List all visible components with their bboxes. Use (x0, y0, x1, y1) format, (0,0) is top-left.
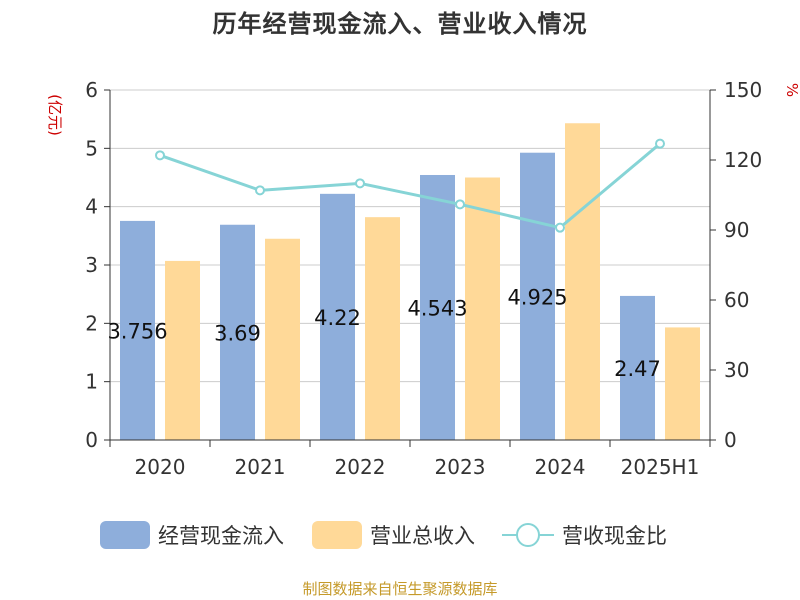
bar-revenue (565, 123, 600, 440)
ratio-point (255, 185, 265, 196)
bar-revenue (165, 260, 200, 440)
bar-revenue (465, 177, 500, 440)
right-tick-label: 60 (724, 288, 749, 312)
left-tick-label: 0 (85, 428, 98, 452)
x-tick-label: 2025H1 (621, 455, 700, 479)
right-tick-label: 30 (724, 358, 749, 382)
x-tick-label: 2023 (435, 455, 486, 479)
data-label: 4.925 (507, 285, 567, 309)
bars (120, 123, 700, 441)
bar-revenue (665, 327, 700, 440)
right-tick-label: 150 (724, 78, 762, 102)
left-tick-label: 4 (85, 195, 98, 219)
right-tick-label: 90 (724, 218, 749, 242)
ratio-point (555, 222, 565, 233)
legend-label: 营业总收入 (370, 524, 475, 548)
x-tick-label: 2020 (135, 455, 186, 479)
bar-cash-inflow (320, 193, 355, 440)
ratio-line (155, 138, 665, 233)
x-tick-label: 2024 (535, 455, 586, 479)
bar-revenue (365, 217, 400, 440)
data-label: 4.543 (407, 296, 467, 320)
data-labels: 3.756 3.69 4.22 4.543 4.925 2.47 (107, 285, 660, 381)
data-label: 2.47 (614, 357, 661, 381)
legend-label: 营收现金比 (562, 524, 667, 548)
left-tick-label: 5 (85, 136, 98, 160)
ratio-point (155, 150, 165, 161)
grid-lines (110, 89, 710, 383)
right-tick-label: 120 (724, 148, 762, 172)
bar-cash-inflow (520, 152, 555, 441)
data-label: 4.22 (314, 306, 361, 330)
data-label: 3.69 (214, 321, 261, 345)
right-axis-label: % (783, 83, 800, 97)
x-tick-label: 2022 (335, 455, 386, 479)
chart-title: 历年经营现金流入、营业收入情况 (212, 10, 588, 38)
left-tick-label: 2 (85, 311, 98, 335)
left-tick-label: 1 (85, 370, 98, 394)
legend-swatch (100, 521, 150, 549)
legend: 经营现金流入 营业总收入 营收现金比 (100, 521, 667, 549)
bar-cash-inflow (120, 220, 155, 440)
legend-label: 经营现金流入 (158, 524, 284, 548)
left-tick-label: 6 (85, 78, 98, 102)
ratio-point (355, 178, 365, 189)
bar-revenue (265, 238, 300, 440)
source-footer: 制图数据来自恒生聚源数据库 (302, 580, 498, 598)
legend-swatch (312, 521, 362, 549)
bar-cash-inflow (220, 224, 255, 440)
left-axis-label: (亿元) (46, 94, 64, 136)
bar-cash-inflow (420, 174, 455, 440)
right-tick-label: 0 (724, 428, 737, 452)
ratio-point (655, 138, 665, 149)
ratio-point (455, 199, 465, 210)
legend-marker (516, 523, 540, 547)
left-tick-label: 3 (85, 253, 98, 277)
bar-cash-inflow (620, 295, 655, 440)
data-label: 3.756 (107, 319, 167, 343)
ratio-line-path (159, 142, 661, 230)
x-tick-label: 2021 (235, 455, 286, 479)
